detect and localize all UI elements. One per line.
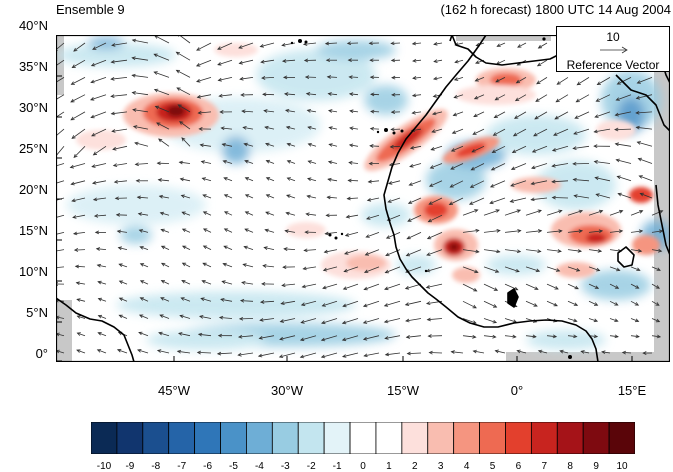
colorbar-cell [376,422,402,454]
colorbar-tick-label: 9 [593,461,599,472]
colorbar-cells [91,422,635,454]
colorbar-tick-label: -2 [307,461,316,472]
colorbar-cell [272,422,298,454]
lon-label-30w: 30°W [271,383,303,398]
lat-label-35n: 35°N [0,59,48,74]
colorbar-tick-label: -6 [203,461,212,472]
colorbar-cell [169,422,195,454]
colorbar-tick-label: -10 [97,461,111,472]
colorbar-cell [324,422,350,454]
lat-label-20n: 20°N [0,182,48,197]
lon-label-45w: 45°W [158,383,190,398]
lat-label-40n: 40°N [0,18,48,33]
colorbar-cell [480,422,506,454]
lat-label-10n: 10°N [0,264,48,279]
colorbar-cell [402,422,428,454]
colorbar-cell [531,422,557,454]
colorbar-tick-label: -4 [255,461,264,472]
colorbar-tick-label: -1 [333,461,342,472]
colorbar-cell [454,422,480,454]
colorbar [91,422,635,454]
colorbar-tick-label: 10 [616,461,627,472]
colorbar-cell [609,422,635,454]
reference-vector-label: Reference Vector [557,58,669,72]
lat-label-15n: 15°N [0,223,48,238]
colorbar-cell [298,422,324,454]
colorbar-tick-label: 6 [516,461,522,472]
colorbar-tick-label: 8 [567,461,573,472]
lat-label-0: 0° [0,346,48,361]
lat-label-30n: 30°N [0,100,48,115]
lon-label-0: 0° [511,383,523,398]
panel-title: Ensemble 9 [56,2,125,17]
colorbar-tick-label: 3 [438,461,444,472]
colorbar-tick-label: -5 [229,461,238,472]
colorbar-tick-label: -3 [281,461,290,472]
colorbar-cell [583,422,609,454]
wind-vector-shaft [429,353,442,354]
reference-vector-box: 10 Reference Vector [556,26,670,72]
colorbar-tick-label: 1 [386,461,392,472]
colorbar-cell [91,422,117,454]
wind-vector-shaft [553,198,569,199]
colorbar-cell [246,422,272,454]
colorbar-tick-label: -8 [151,461,160,472]
colorbar-tick-label: 2 [412,461,418,472]
colorbar-cell [117,422,143,454]
missing-data-south [506,352,670,362]
colorbar-cell [505,422,531,454]
colorbar-cell [350,422,376,454]
colorbar-tick-label: 7 [542,461,548,472]
map-plot [56,35,670,362]
lon-label-15e: 15°E [618,383,646,398]
lat-label-5n: 5°N [0,305,48,320]
colorbar-tick-label: 4 [464,461,470,472]
colorbar-cell [428,422,454,454]
colorbar-tick-label: -7 [177,461,186,472]
colorbar-tick-label: 5 [490,461,496,472]
map-panel [56,35,670,362]
wind-vector-shaft [615,129,631,130]
lat-label-25n: 25°N [0,141,48,156]
colorbar-cell [557,422,583,454]
colorbar-cell [221,422,247,454]
lon-label-15w: 15°W [387,383,419,398]
reference-vector-arrow-icon [599,46,629,54]
reference-vector-value: 10 [557,30,669,44]
forecast-time-title: (162 h forecast) 1800 UTC 14 Aug 2004 [440,2,671,17]
colorbar-tick-label: -9 [125,461,134,472]
colorbar-tick-label: 0 [360,461,366,472]
colorbar-cell [195,422,221,454]
colorbar-cell [143,422,169,454]
